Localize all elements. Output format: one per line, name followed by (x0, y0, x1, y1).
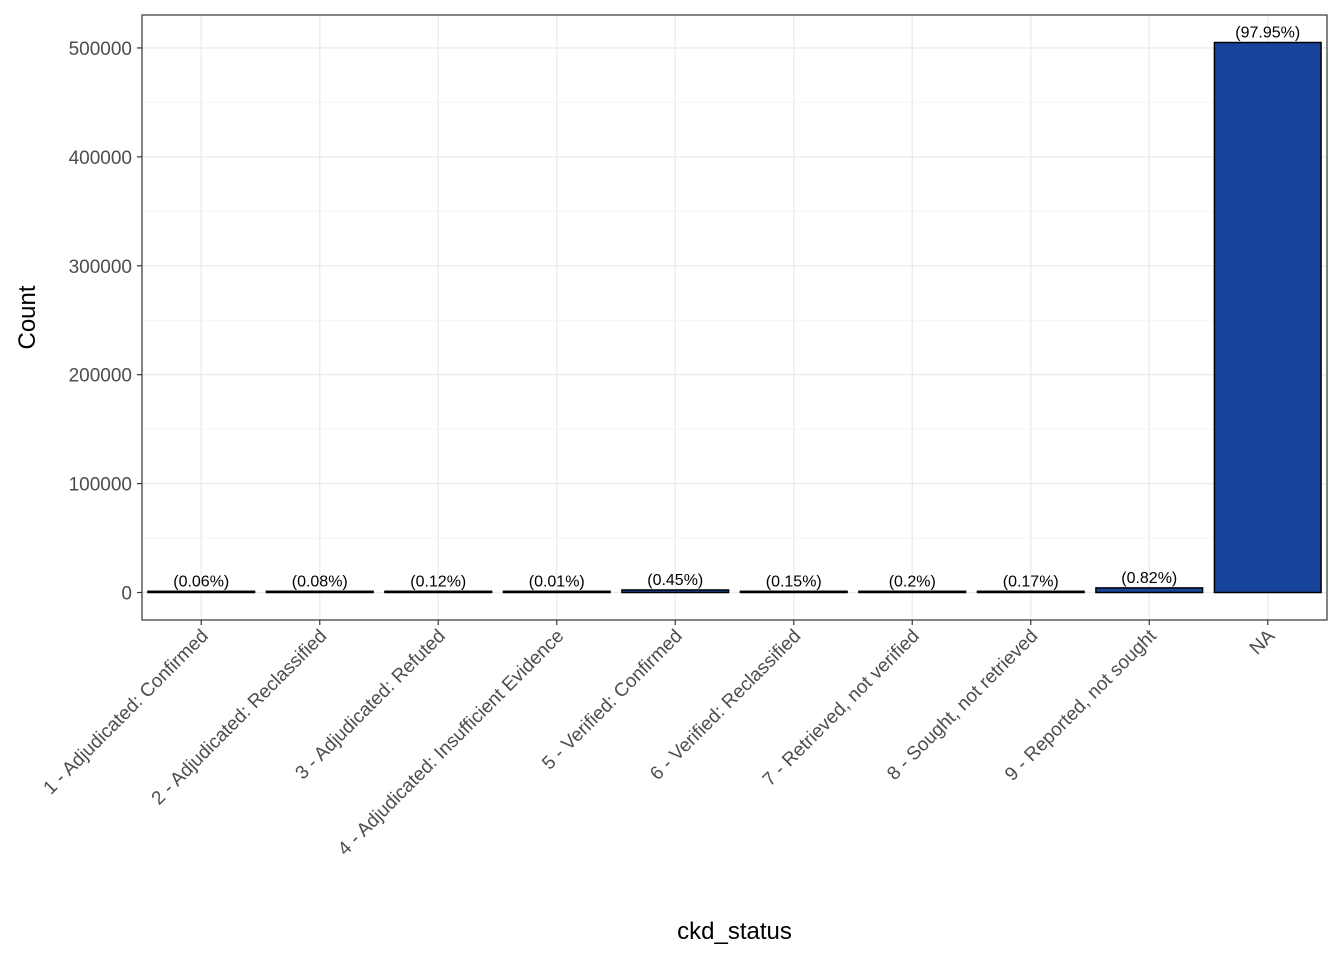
bar (621, 589, 730, 594)
bar-data-label: (0.17%) (1003, 573, 1059, 590)
bar-data-label: (97.95%) (1235, 25, 1300, 42)
bar-data-label: (0.15%) (766, 573, 822, 590)
bar (1095, 587, 1204, 594)
y-axis: 0 100000 200000 300000 400000 500000 (69, 39, 142, 605)
bars (147, 41, 1322, 594)
bar (502, 590, 611, 594)
bar (739, 590, 848, 594)
y-axis-title: Count (14, 285, 41, 349)
panel-border (141, 14, 1328, 621)
x-axis-title: ckd_status (677, 918, 792, 945)
bar (384, 590, 493, 594)
x-tick-label: NA (1246, 625, 1280, 659)
y-tick-label: 400000 (69, 148, 132, 169)
grid (142, 15, 1327, 620)
bar-data-label: (0.08%) (292, 573, 348, 590)
bar-data-label: (0.45%) (647, 572, 703, 589)
bar-data-label: (0.2%) (889, 573, 936, 590)
bar-data-label: (0.01%) (529, 573, 585, 590)
bar (976, 590, 1085, 594)
bar (265, 590, 374, 594)
y-tick-label: 200000 (69, 366, 132, 387)
y-tick-label: 300000 (69, 257, 132, 278)
y-tick-label: 0 (121, 584, 132, 605)
bar-data-label: (0.82%) (1121, 570, 1177, 587)
bar (1213, 41, 1322, 594)
bar-data-label: (0.06%) (173, 573, 229, 590)
bar-data-label: (0.12%) (410, 573, 466, 590)
x-tick-label: 4 - Adjudicated: Insufficient Evidence (334, 626, 568, 860)
y-tick-label: 500000 (69, 39, 132, 60)
bar (147, 590, 256, 594)
y-tick-label: 100000 (69, 475, 132, 496)
bar (858, 590, 967, 594)
bar-labels: (0.06%) (0.08%) (0.12%) (0.01%) (0.45%) (0.15… (173, 25, 1300, 591)
